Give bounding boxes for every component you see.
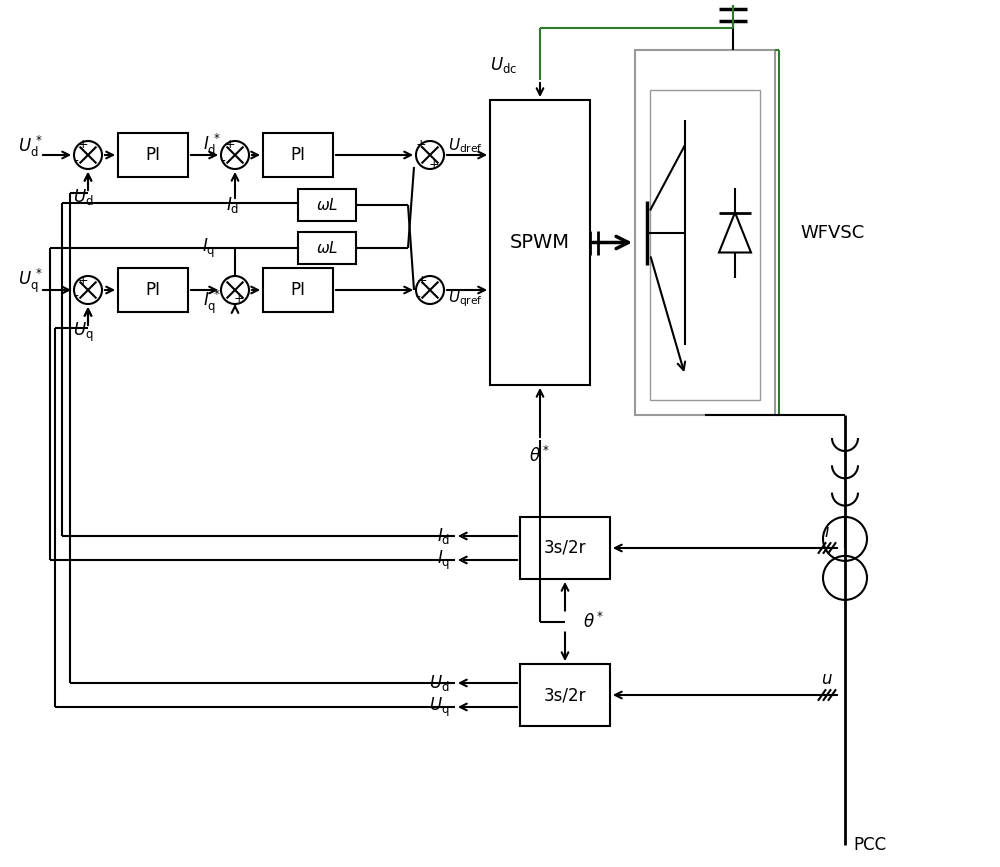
Circle shape bbox=[74, 141, 102, 169]
Text: +: + bbox=[417, 273, 427, 286]
Text: +: + bbox=[416, 139, 426, 152]
Text: +: + bbox=[234, 292, 244, 305]
Circle shape bbox=[74, 276, 102, 304]
Text: $U_\mathrm{d}$: $U_\mathrm{d}$ bbox=[73, 187, 93, 207]
Text: $I_\mathrm{q}$: $I_\mathrm{q}$ bbox=[437, 549, 450, 571]
Text: +: + bbox=[225, 139, 235, 152]
Text: $U_\mathrm{q}$: $U_\mathrm{q}$ bbox=[429, 695, 450, 719]
Bar bbox=[520, 664, 610, 726]
Text: $I_\mathrm{d}$: $I_\mathrm{d}$ bbox=[226, 195, 240, 215]
Bar bbox=[118, 268, 188, 312]
Bar bbox=[520, 517, 610, 579]
Text: $\omega L$: $\omega L$ bbox=[316, 197, 338, 213]
Text: $U_\mathrm{d}^{\,*}$: $U_\mathrm{d}^{\,*}$ bbox=[18, 134, 43, 159]
Text: $U_\mathrm{dref}$: $U_\mathrm{dref}$ bbox=[448, 137, 483, 155]
Text: $I_\mathrm{d}$: $I_\mathrm{d}$ bbox=[437, 526, 450, 546]
Text: PCC: PCC bbox=[853, 836, 886, 854]
Text: $\theta^*$: $\theta^*$ bbox=[529, 446, 551, 466]
Text: $I_\mathrm{d}^{\,*}$: $I_\mathrm{d}^{\,*}$ bbox=[203, 132, 221, 157]
Text: -: - bbox=[221, 155, 225, 169]
Text: $\theta^*$: $\theta^*$ bbox=[583, 611, 604, 631]
Text: $U_\mathrm{dc}$: $U_\mathrm{dc}$ bbox=[490, 55, 517, 75]
Bar bbox=[263, 133, 333, 177]
Text: $\omega L$: $\omega L$ bbox=[316, 240, 338, 256]
Bar bbox=[298, 189, 356, 221]
Text: $U_\mathrm{q}^{\,*}$: $U_\mathrm{q}^{\,*}$ bbox=[18, 267, 43, 295]
Text: WFVSC: WFVSC bbox=[800, 224, 864, 242]
Bar bbox=[263, 268, 333, 312]
Text: 3s/2r: 3s/2r bbox=[544, 539, 586, 557]
Bar bbox=[650, 90, 760, 400]
Text: SPWM: SPWM bbox=[510, 233, 570, 252]
Circle shape bbox=[221, 276, 249, 304]
Text: PI: PI bbox=[146, 146, 160, 164]
Text: $u$: $u$ bbox=[821, 670, 833, 688]
Text: $U_\mathrm{q}$: $U_\mathrm{q}$ bbox=[73, 321, 93, 343]
Text: $U_\mathrm{qref}$: $U_\mathrm{qref}$ bbox=[448, 289, 483, 310]
Text: +: + bbox=[429, 158, 439, 171]
Circle shape bbox=[221, 141, 249, 169]
Text: -: - bbox=[74, 290, 78, 304]
Text: $U_\mathrm{d}$: $U_\mathrm{d}$ bbox=[429, 673, 450, 693]
Text: -: - bbox=[416, 291, 420, 305]
Circle shape bbox=[416, 276, 444, 304]
Text: PI: PI bbox=[290, 281, 306, 299]
Text: -: - bbox=[225, 273, 229, 287]
Text: $i$: $i$ bbox=[824, 523, 830, 541]
Bar bbox=[635, 50, 775, 415]
Bar bbox=[118, 133, 188, 177]
Text: $I_\mathrm{q}^{\,*}$: $I_\mathrm{q}^{\,*}$ bbox=[203, 288, 221, 316]
Text: +: + bbox=[78, 139, 88, 152]
Text: -: - bbox=[74, 155, 78, 169]
Bar bbox=[490, 100, 590, 385]
Text: +: + bbox=[78, 273, 88, 286]
Circle shape bbox=[416, 141, 444, 169]
Text: PI: PI bbox=[290, 146, 306, 164]
Text: PI: PI bbox=[146, 281, 160, 299]
Text: 3s/2r: 3s/2r bbox=[544, 686, 586, 704]
Text: $I_\mathrm{q}$: $I_\mathrm{q}$ bbox=[202, 237, 215, 259]
Bar bbox=[298, 232, 356, 264]
